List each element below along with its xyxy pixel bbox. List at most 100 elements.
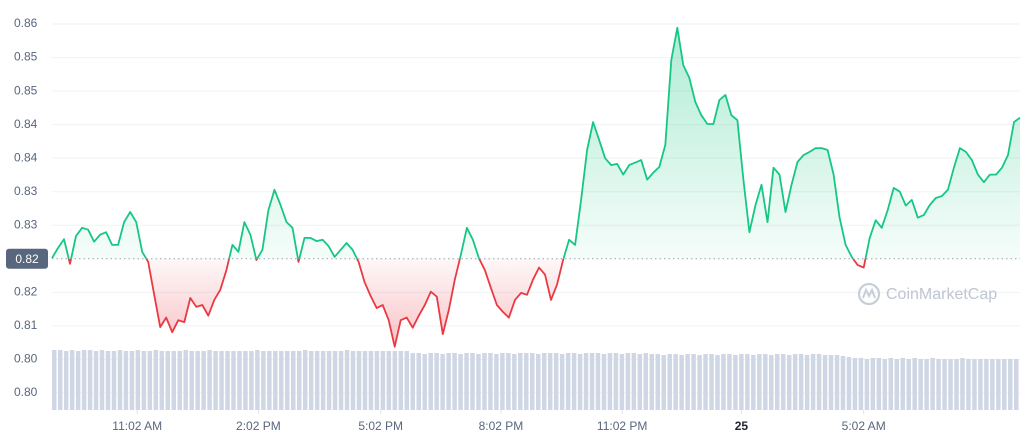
volume-bar [876,358,882,410]
volume-bar [721,354,726,410]
y-tick-label: 0.84 [14,117,38,131]
volume-bar [960,358,965,410]
volume-bar [571,353,577,410]
volume-bar [834,355,840,410]
volume-bar [326,351,332,410]
volume-bar [63,351,69,410]
volume-bar [201,351,206,410]
baseline-label: 0.82 [15,252,39,266]
volume-bar [488,353,493,410]
volume-bar [870,358,876,410]
volume-bar [786,355,792,410]
volume-bar [87,350,93,410]
volume-bar [906,359,911,410]
volume-bar [93,351,99,410]
volume-bar [530,353,535,410]
volume-bar [798,354,804,410]
y-tick-label: 0.85 [14,50,38,64]
volume-bar [637,354,643,410]
volume-bar [171,351,176,410]
volume-bar [243,351,248,410]
volume-bar [267,351,272,410]
area-above [52,27,1020,259]
volume-bar [386,351,392,410]
volume-bar [625,353,631,410]
volume-bar [147,351,153,410]
volume-bar [613,353,619,410]
price-line-below [67,258,867,348]
volume-bar [296,351,302,410]
volume-bar [852,358,858,410]
volume-bar [691,354,696,410]
y-tick-label: 0.81 [14,318,38,332]
volume-bar [894,359,899,410]
y-tick-label: 0.80 [14,385,38,399]
volume-bar [440,354,445,410]
volume-bar [882,359,888,410]
volume-bar [374,351,380,410]
x-tick-label: 11:02 AM [112,419,162,433]
volume-bar [261,351,266,410]
volume-bar [81,350,87,410]
volume-bar [285,351,290,410]
volume-bar [500,353,505,410]
volume-bar [482,353,487,410]
volume-bar [404,351,410,410]
volume-bar [153,350,159,410]
volume-bar [506,353,511,410]
volume-bar [643,353,649,410]
volume-bar [57,350,63,410]
watermark-text: CoinMarketCap [886,286,997,303]
volume-bar [816,354,822,410]
volume-bar [470,353,475,410]
volume-bar [583,353,589,410]
volume-bar [984,359,989,410]
volume-bar [231,351,236,410]
volume-bar [111,351,117,410]
volume-bar [320,351,326,410]
volume-bar [123,351,129,410]
volume-bar [452,353,457,410]
volume-bar [655,354,660,410]
x-tick-label: 8:02 PM [479,419,524,433]
volume-bar [661,355,666,410]
volume-bar [1014,359,1019,410]
volume-bar [129,351,135,410]
volume-bar [1008,359,1013,410]
volume-bar [912,358,917,410]
volume-bar [141,351,147,410]
volume-bar [356,351,362,410]
volume-bar [219,351,224,410]
watermark: CoinMarketCap [857,282,997,306]
volume-bar [553,353,559,410]
volume-bar [966,359,971,410]
volume-bar [392,351,398,410]
volume-bar [942,359,947,410]
volume-bar [135,350,141,410]
volume-bar [775,354,780,410]
area-below [52,258,1020,347]
volume-bar [727,354,732,410]
volume-bar [804,355,810,410]
volume-bar [350,351,356,410]
volume-bar [117,350,123,410]
volume-bar [99,350,105,410]
volume-bar [667,354,672,410]
volume-bar [279,351,284,410]
volume-bar [183,350,188,410]
volume-bar [589,353,595,410]
y-tick-label: 0.83 [14,217,38,231]
volume-bar [458,354,463,410]
volume-bar [332,351,338,410]
volume-bar [476,354,481,410]
volume-bar [685,354,690,410]
volume-bar [494,354,499,410]
volume-bar [792,354,798,410]
volume-bar [924,359,929,410]
volume-bar [703,354,708,410]
volume-bar [858,358,864,410]
volume-bar [864,359,870,410]
x-tick-label: 25 [735,419,749,433]
volume-bar [380,351,386,410]
y-tick-label: 0.85 [14,83,38,97]
